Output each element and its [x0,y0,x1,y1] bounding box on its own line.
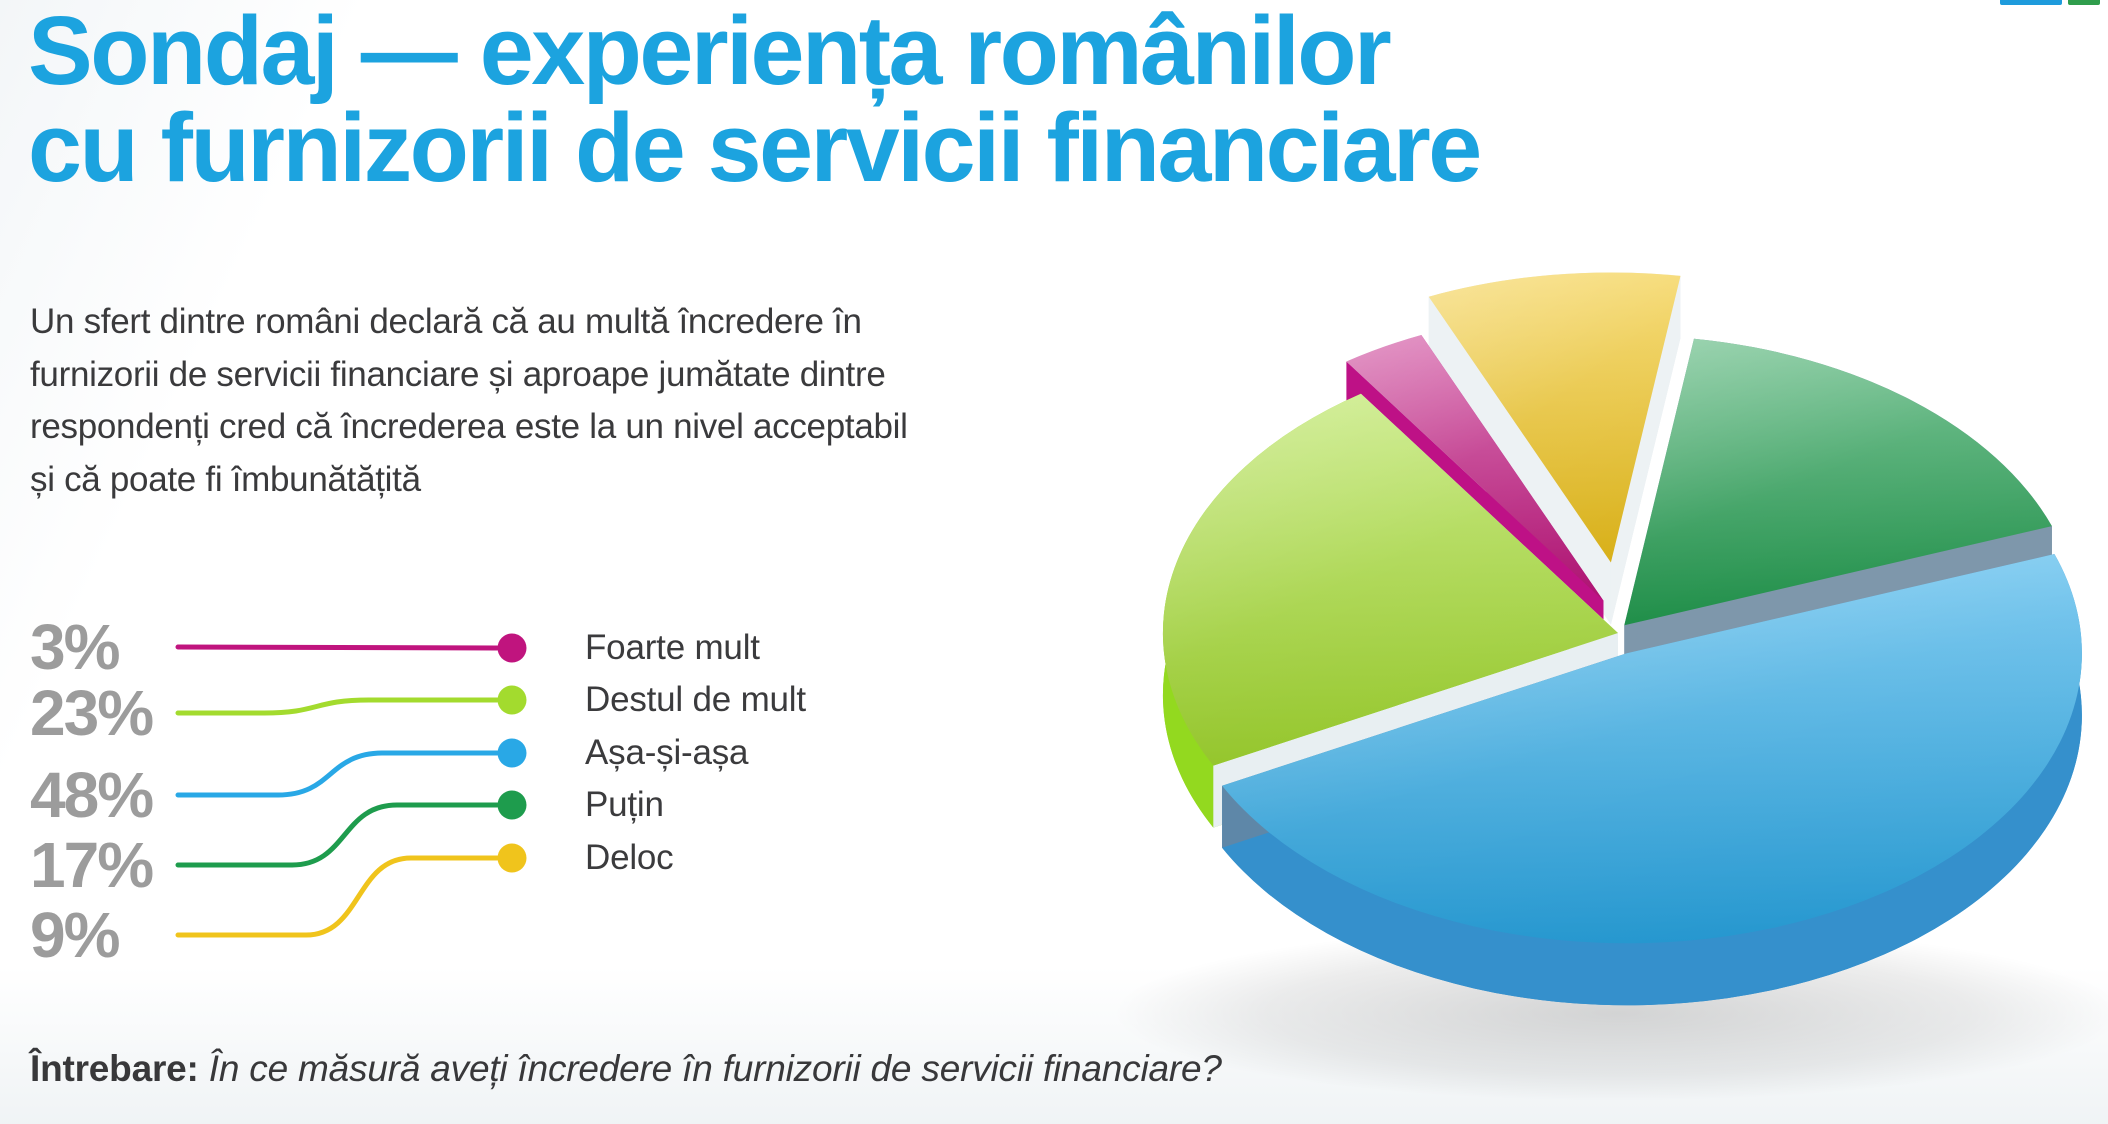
legend-dot [497,685,527,715]
legend-value-4: 9% [30,899,120,971]
legend-connector-line [175,802,500,868]
pie-slice-gloss [1428,272,1681,563]
legend-value-2: 48% [30,759,154,831]
legend-dot [497,633,527,663]
intro-text: Un sfert dintre români declară că au mul… [30,302,908,499]
pie-slice-gloss [1346,335,1604,601]
pie-slice-cut-face [1610,275,1681,625]
pie-slice-destul-de-mult [1162,393,1618,828]
legend-connector-line [175,750,500,798]
pie-slice-gloss [1624,338,2052,626]
legend-connector-line [175,697,500,716]
page-title-line1: Sondaj — experiența românilor [28,0,1392,105]
pie-slice-a-a-i-a-a [1222,554,2082,1006]
logo-strip-blue [2000,0,2062,5]
legend-connectors [175,633,527,938]
legend-label-3: Puțin [585,785,664,824]
legend-dot [497,738,527,768]
question-prefix: Întrebare: [30,1048,199,1089]
page-title-line2: cu furnizorii de servicii financiare [28,93,1482,202]
pie-slice-cut-face [1428,296,1611,625]
legend-dot [497,843,527,873]
page-title: Sondaj — experiența românilor cu furnizo… [28,0,1482,196]
pie-slice-gloss [1222,554,2082,944]
logo-strip-green [2068,0,2100,5]
pie-slice-gloss [1162,393,1618,766]
legend-connector-line [175,855,500,938]
logo-strip [2000,0,2100,5]
legend-dot [497,790,527,820]
legend-label-1: Destul de mult [585,680,806,719]
legend-label-4: Deloc [585,838,674,877]
legend-label-0: Foarte mult [585,628,760,667]
legend-value-0: 3% [30,611,120,683]
pie-slice-deloc [1428,272,1681,625]
legend-connector-line [175,644,500,651]
pie-shadow [1113,925,2108,1101]
survey-question: Întrebare: În ce măsură aveți încredere … [30,1048,1222,1090]
legend-value-1: 23% [30,677,154,749]
question-text: În ce măsură aveți încredere în furnizor… [208,1048,1222,1089]
legend-value-3: 17% [30,829,154,901]
legend-label-2: Așa-și-așa [585,733,749,772]
pie-chart-svg [1113,272,2108,1101]
